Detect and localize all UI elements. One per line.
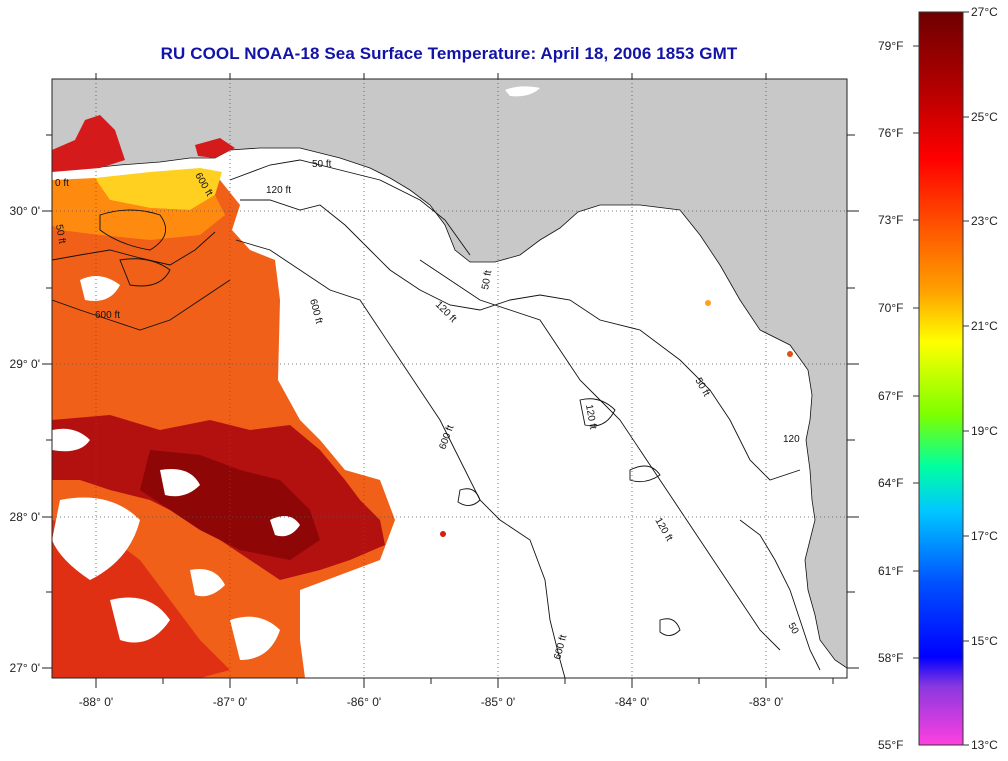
contour-labels: 50 ft 120 ft 600 ft 120 ft 50 ft 600 ft … — [53, 159, 801, 661]
land-coastline — [52, 79, 847, 669]
sst-spot-east-3 — [440, 531, 446, 537]
cb-c-13: 13°C — [971, 738, 998, 752]
cb-f-79: 79°F — [878, 39, 904, 53]
lon-label-88: -88° 0' — [79, 695, 113, 709]
cb-f-73: 73°F — [878, 213, 904, 227]
cb-f-64: 64°F — [878, 476, 904, 490]
sst-bay-red — [52, 115, 125, 172]
contour-label-16: 50 — [785, 621, 800, 637]
sst-orange-nearshore — [52, 178, 225, 240]
cb-c-15: 15°C — [971, 634, 998, 648]
map-title: RU COOL NOAA-18 Sea Surface Temperature:… — [160, 44, 738, 63]
sst-yellow-band — [95, 168, 222, 210]
sst-spot-east-1 — [787, 351, 793, 357]
lat-label-29: 29° 0' — [10, 357, 40, 371]
cb-c-17: 17°C — [971, 529, 998, 543]
lon-label-86: -86° 0' — [347, 695, 381, 709]
contour-label-2: 120 ft — [266, 185, 291, 196]
lat-label-28: 28° 0' — [10, 510, 40, 524]
colorbar-ticks — [913, 11, 969, 746]
land-cloud-patch — [505, 86, 540, 97]
lon-label-85: -85° 0' — [481, 695, 515, 709]
cb-f-70: 70°F — [878, 301, 904, 315]
contour-label-5: 50 ft — [480, 269, 494, 290]
cb-c-25: 25°C — [971, 110, 998, 124]
cb-c-27: 27°C — [971, 5, 998, 19]
cb-f-76: 76°F — [878, 126, 904, 140]
graticule — [52, 79, 847, 678]
contour-label-14: 0 ft — [55, 178, 69, 189]
lon-label-87: -87° 0' — [213, 695, 247, 709]
plot-frame — [51, 78, 848, 679]
cb-f-61: 61°F — [878, 564, 904, 578]
cb-f-58: 58°F — [878, 651, 904, 665]
cloud-gaps — [52, 276, 300, 660]
cb-f-67: 67°F — [878, 389, 904, 403]
contour-label-1: 50 ft — [312, 159, 332, 170]
contour-label-12: 600 ft — [95, 310, 120, 321]
cb-c-21: 21°C — [971, 319, 998, 333]
colorbar — [918, 11, 964, 746]
cb-f-55: 55°F — [878, 738, 904, 752]
lat-label-30: 30° 0' — [10, 204, 40, 218]
sst-field — [52, 79, 847, 678]
lon-label-83: -83° 0' — [749, 695, 783, 709]
cb-c-19: 19°C — [971, 424, 998, 438]
contour-label-13: 50 ft — [53, 224, 67, 245]
contour-label-7: 120 ft — [583, 404, 598, 431]
lat-label-27: 27° 0' — [10, 661, 40, 675]
longitude-labels: -88° 0' -87° 0' -86° 0' -85° 0' -84° 0' … — [79, 695, 783, 709]
contour-label-10: 120 — [783, 434, 800, 445]
bathymetry-contours — [52, 159, 821, 678]
cb-c-23: 23°C — [971, 214, 998, 228]
sst-bay-red-2 — [195, 138, 235, 158]
axis-ticks — [42, 73, 859, 688]
latitude-labels: 30° 0' 29° 0' 28° 0' 27° 0' — [10, 204, 40, 675]
sst-spot-east-2 — [705, 300, 711, 306]
lon-label-84: -84° 0' — [615, 695, 649, 709]
